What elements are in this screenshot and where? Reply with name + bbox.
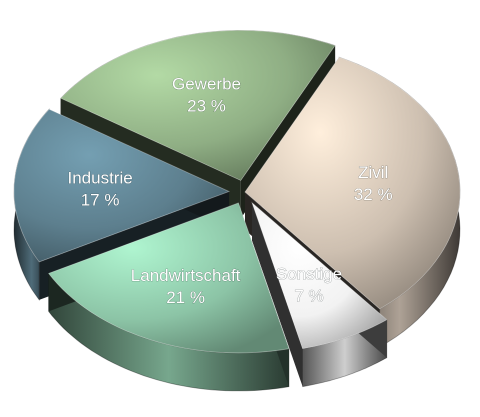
pie-slice-cut-face <box>252 202 303 387</box>
slice-label-landwirtschaft: Landwirtschaft <box>131 266 241 285</box>
slice-value-gewerbe: 23 % <box>187 97 226 116</box>
pie-slice-top <box>13 108 231 263</box>
slice-label-industrie: Industrie <box>67 168 132 187</box>
pie-slice-top <box>47 202 290 354</box>
slice-value-zivil: 32 % <box>354 185 393 204</box>
pie-slice-landwirtschaft <box>47 202 290 392</box>
pie-slice-side <box>48 272 290 392</box>
pie-slice-sonstige <box>251 201 388 388</box>
slice-value-industrie: 17 % <box>81 190 120 209</box>
slice-label-zivil: Zivil <box>358 163 388 182</box>
pie-slice-top <box>251 201 388 350</box>
slice-label-sonstige: Sonstige <box>276 265 342 284</box>
slice-value-sonstige: 7 % <box>294 287 323 306</box>
slice-label-gewerbe: Gewerbe <box>172 75 241 94</box>
pie-slice-top <box>244 56 461 310</box>
pie-slice-top <box>60 30 336 181</box>
slice-value-landwirtschaft: 21 % <box>166 288 205 307</box>
